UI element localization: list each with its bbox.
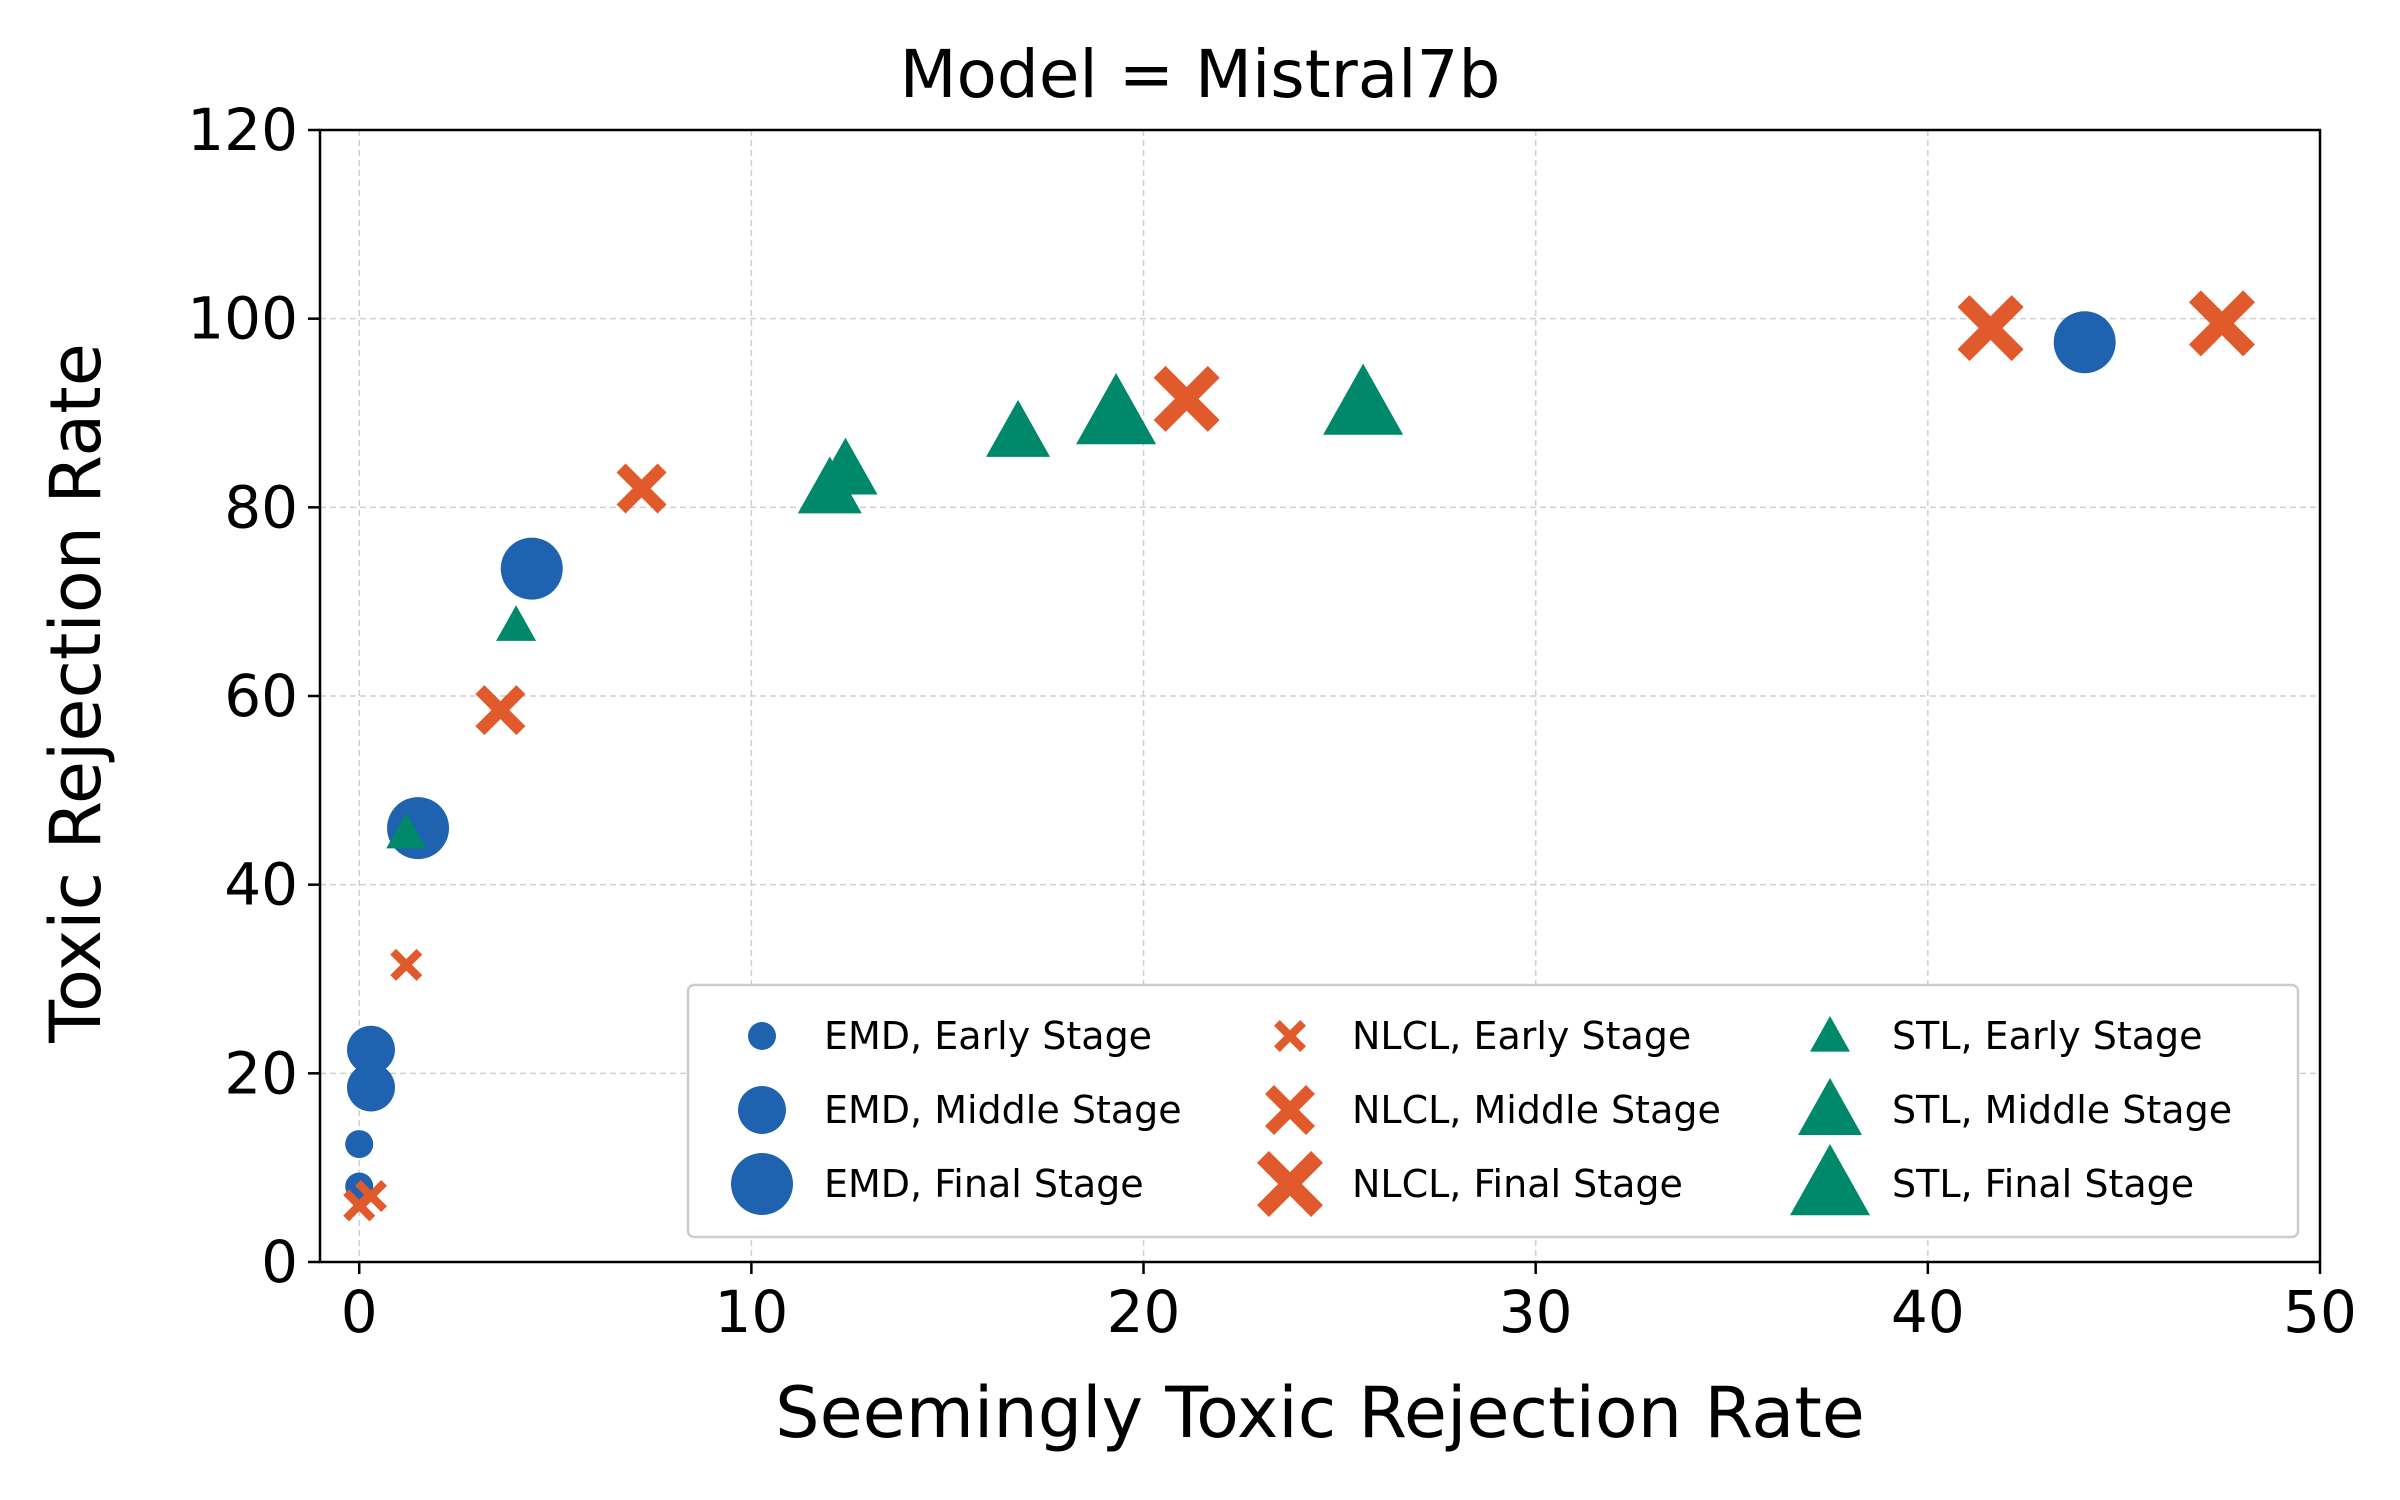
data-point-emd-final [387, 797, 450, 860]
legend: EMD, Early Stage EMD, Middle Stage EMD, Fi… [686, 983, 2300, 1239]
x-tick-label: 30 [1499, 1278, 1573, 1346]
legend-item: NLCL, Middle Stage [1265, 1085, 1721, 1135]
y-axis-ticks: 0 20 40 60 80 100 120 [187, 96, 320, 1296]
y-tick-label: 40 [224, 851, 298, 919]
data-point-nlcl-middle [616, 463, 667, 514]
legend-item: NLCL, Early Stage [1274, 1014, 1691, 1058]
y-axis-title: Toxic Rejection Rate [35, 343, 117, 1044]
legend-item: NLCL, Final Stage [1257, 1151, 1683, 1217]
legend-frame [686, 983, 2300, 1239]
y-tick-label: 120 [187, 96, 298, 164]
data-point-stl-middle [813, 437, 878, 495]
legend-item: STL, Middle Stage [1798, 1078, 2232, 1135]
data-point-emd-early [345, 1130, 374, 1159]
data-point-emd-middle [346, 1063, 395, 1112]
x-axis-ticks: 0 10 20 30 40 50 [341, 1262, 2357, 1346]
legend-marker-emd [748, 1022, 776, 1050]
legend-label: STL, Middle Stage [1892, 1088, 2232, 1132]
x-axis-title: Seemingly Toxic Rejection Rate [775, 1372, 1865, 1454]
data-point-emd-middle [346, 1025, 395, 1074]
legend-item: EMD, Early Stage [748, 1014, 1152, 1058]
x-tick-label: 40 [1891, 1278, 1965, 1346]
data-point-stl-final [1323, 363, 1404, 435]
legend-label: NLCL, Final Stage [1352, 1162, 1683, 1206]
legend-item: STL, Early Stage [1810, 1014, 2203, 1058]
data-point-nlcl-early [354, 1179, 387, 1212]
y-tick-label: 20 [224, 1039, 298, 1107]
x-tick-label: 0 [341, 1278, 378, 1346]
data-point-stl-early [496, 605, 537, 641]
data-point-nlcl-final [2188, 290, 2255, 357]
y-tick-label: 0 [261, 1228, 298, 1296]
legend-item: EMD, Final Stage [731, 1153, 1144, 1215]
legend-marker-nlcl [1274, 1020, 1306, 1052]
legend-marker-nlcl [1257, 1151, 1323, 1217]
data-point-emd-final [500, 537, 563, 600]
data-point-stl-final [1076, 373, 1157, 445]
x-tick-label: 20 [1107, 1278, 1181, 1346]
legend-marker-emd [738, 1086, 786, 1134]
data-point-stl-early [386, 812, 427, 849]
legend-marker-stl [1790, 1144, 1870, 1216]
data-point-nlcl-final [1153, 365, 1220, 432]
legend-marker-stl [1810, 1016, 1850, 1052]
chart-title: Model = Mistral7b [900, 36, 1501, 113]
y-tick-label: 60 [224, 662, 298, 730]
legend-label: EMD, Middle Stage [824, 1088, 1182, 1132]
data-point-nlcl-middle [475, 685, 526, 736]
legend-label: STL, Early Stage [1892, 1014, 2203, 1058]
legend-label: STL, Final Stage [1892, 1162, 2194, 1206]
legend-label: NLCL, Middle Stage [1352, 1088, 1721, 1132]
data-point-emd-final [2053, 311, 2116, 374]
legend-item: STL, Final Stage [1790, 1144, 2194, 1216]
data-point-stl-middle [986, 399, 1051, 457]
x-tick-label: 50 [2283, 1278, 2357, 1346]
data-markers [343, 290, 2255, 1222]
legend-marker-stl [1798, 1078, 1862, 1135]
y-tick-label: 80 [224, 473, 298, 541]
x-tick-label: 10 [714, 1278, 788, 1346]
data-point-nlcl-final [1957, 295, 2024, 362]
legend-item: EMD, Middle Stage [738, 1086, 1182, 1134]
data-point-nlcl-early [390, 948, 423, 981]
legend-label: EMD, Early Stage [824, 1014, 1152, 1058]
y-tick-label: 100 [187, 285, 298, 353]
legend-marker-emd [731, 1153, 793, 1215]
legend-label: EMD, Final Stage [824, 1162, 1144, 1206]
legend-label: NLCL, Early Stage [1352, 1014, 1691, 1058]
legend-marker-nlcl [1265, 1085, 1315, 1135]
